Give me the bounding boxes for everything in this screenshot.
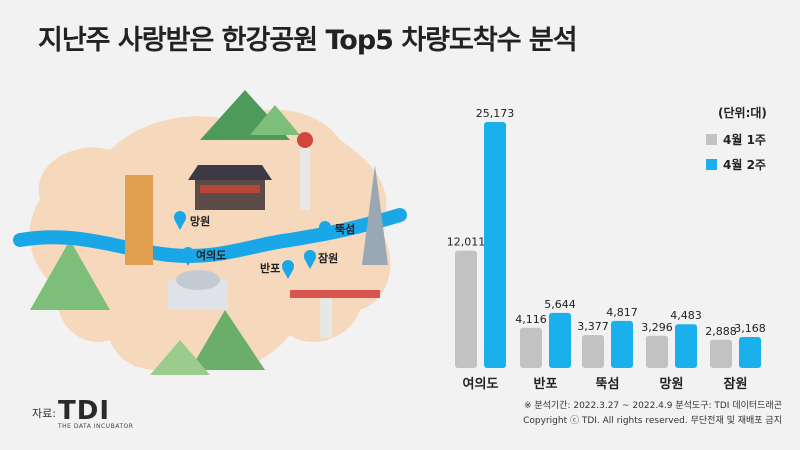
map-label-jamwon: 잠원: [318, 251, 338, 265]
map-label-banpo: 반포: [260, 261, 280, 275]
source-label: 자료:: [32, 407, 56, 420]
legend-label-series1: 4월 1주: [723, 133, 766, 147]
seoul-tower-pole: [300, 135, 310, 210]
national-assembly-dome: [176, 270, 220, 290]
category-label-1: 반포: [534, 376, 558, 392]
data-label-week2-4: 3,168: [734, 322, 766, 335]
data-label-week2-3: 4,483: [670, 309, 702, 322]
han-river: [13, 208, 407, 263]
lotte-tower: [362, 165, 388, 265]
legend-label-series2: 4월 2주: [723, 158, 766, 172]
chart-legend: (단위:대) 4월 1주 4월 2주: [706, 104, 767, 181]
page-title: 지난주 사랑받은 한강공원 Top5 차량도착수 분석: [38, 25, 578, 56]
map-label-ttukseom: 뚝섬: [335, 222, 355, 236]
bar-week1-1: [520, 327, 542, 368]
data-label-week1-3: 3,296: [641, 321, 673, 334]
legend-item-series1: 4월 1주: [706, 131, 767, 148]
category-label-3: 망원: [660, 376, 684, 392]
data-label-week2-2: 4,817: [606, 306, 638, 319]
mountain-bottom-2: [150, 340, 210, 375]
legend-swatch-series2: [706, 159, 717, 170]
tdi-logo: TDI THE DATA INCUBATOR: [58, 396, 133, 430]
data-label-week2-0: 25,173: [476, 107, 515, 120]
pin-banpo: [282, 260, 294, 279]
data-label-week2-1: 5,644: [544, 298, 576, 311]
building-left: [125, 175, 153, 265]
banpo-bridge: [290, 290, 380, 298]
copyright-note: Copyright ⓒ TDI. All rights reserved. 무단…: [523, 416, 782, 426]
palace-gate-roof: [188, 165, 272, 180]
category-label-2: 뚝섬: [596, 377, 620, 392]
bar-week2-3: [675, 324, 697, 368]
bar-week2-4: [739, 337, 761, 368]
legend-item-series2: 4월 2주: [706, 156, 767, 173]
palace-gate-base: [195, 180, 265, 210]
pin-ttukseom: [319, 221, 331, 240]
map-label-yeouido: 여의도: [196, 248, 226, 262]
unit-label: (단위:대): [718, 106, 767, 120]
data-label-week1-0: 12,011: [447, 236, 486, 249]
category-label-0: 여의도: [463, 376, 499, 392]
bar-week1-4: [710, 339, 732, 368]
pin-jamwon: [304, 250, 316, 269]
seoul-tower-top: [297, 132, 313, 148]
category-label-4: 잠원: [724, 376, 748, 392]
bar-week2-1: [549, 312, 571, 368]
bar-week1-2: [582, 334, 604, 368]
logo-text: TDI: [58, 396, 110, 426]
palace-gate-wall: [200, 185, 260, 193]
banpo-bridge-pillar: [320, 298, 332, 338]
seoul-map-illustration: 망원 여의도 뚝섬 반포 잠원: [13, 90, 407, 375]
pin-mangwon: [174, 211, 186, 230]
pin-yeouido: [182, 247, 194, 266]
mountain-left: [30, 240, 110, 310]
mountain-bottom: [190, 310, 265, 370]
analysis-period-note: ※ 분석기간: 2022.3.27 ~ 2022.4.9 분석도구: TDI 데…: [523, 401, 782, 411]
map-label-mangwon: 망원: [190, 214, 210, 228]
legend-swatch-series1: [706, 134, 717, 145]
mountain-top-2: [250, 105, 300, 135]
data-label-week1-4: 2,888: [705, 325, 737, 338]
bar-week2-0: [484, 122, 506, 368]
data-label-week1-1: 4,116: [515, 313, 547, 326]
bar-week1-3: [646, 335, 668, 368]
bar-week2-2: [611, 320, 633, 368]
logo-subtitle: THE DATA INCUBATOR: [58, 423, 134, 430]
footer-note: ※ 분석기간: 2022.3.27 ~ 2022.4.9 분석도구: TDI 데…: [523, 399, 782, 429]
data-label-week1-2: 3,377: [577, 320, 609, 333]
bar-week1-0: [455, 250, 477, 368]
